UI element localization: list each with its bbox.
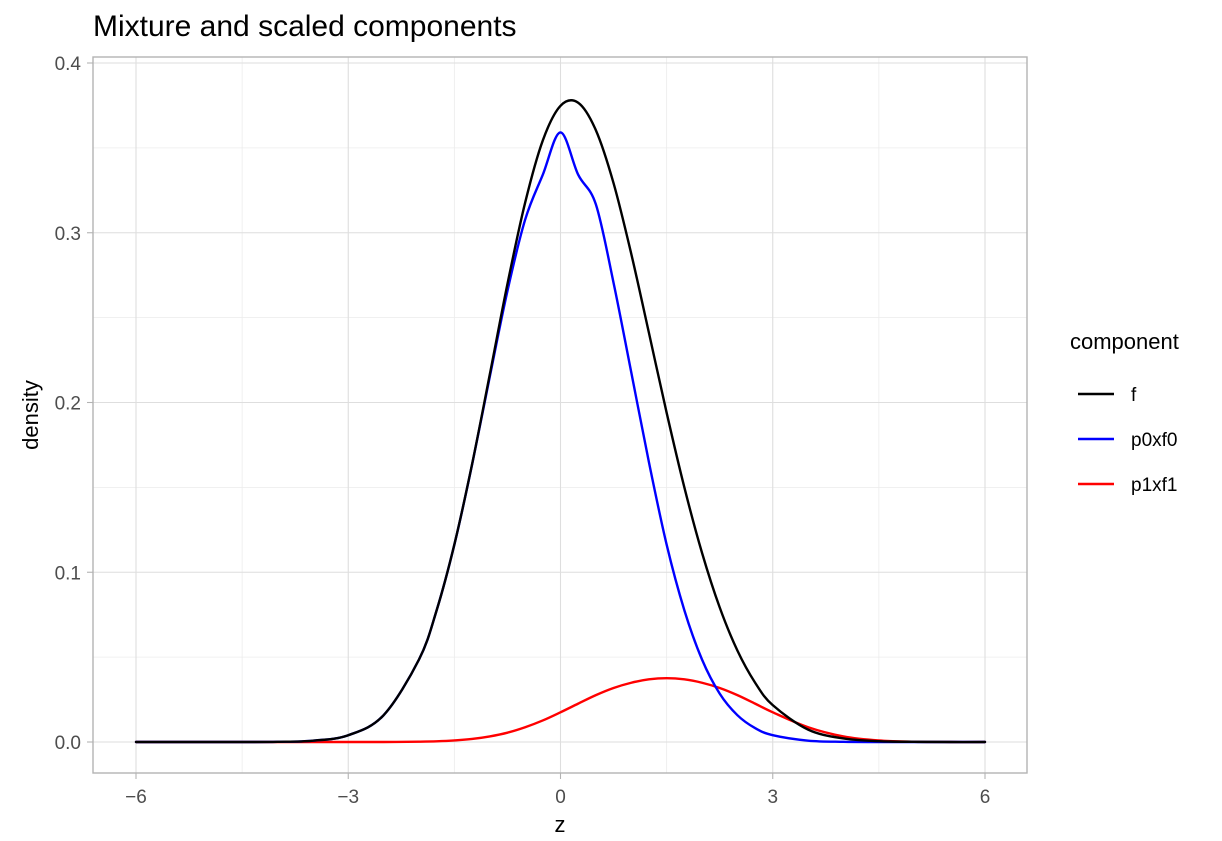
x-tick-label: −6 bbox=[125, 787, 147, 808]
legend-title: component bbox=[1070, 329, 1179, 354]
y-tick-label: 0.4 bbox=[55, 54, 82, 75]
chart-title: Mixture and scaled components bbox=[93, 10, 517, 43]
x-tick-label: 0 bbox=[555, 787, 566, 808]
legend-items: f p0xf0 p1xf1 bbox=[1078, 385, 1177, 496]
series-layer bbox=[134, 99, 987, 744]
x-axis-title: z bbox=[555, 812, 566, 837]
legend-label-f: f bbox=[1131, 385, 1137, 406]
legend-label-p0xf0: p0xf0 bbox=[1131, 430, 1177, 451]
x-tick-label: 6 bbox=[980, 787, 991, 808]
x-axis: −6 −3 0 3 6 bbox=[125, 773, 990, 808]
series-line-f bbox=[134, 99, 987, 744]
x-tick-label: 3 bbox=[767, 787, 778, 808]
y-tick-label: 0.1 bbox=[55, 563, 81, 584]
y-tick-label: 0.2 bbox=[55, 394, 81, 415]
y-axis: 0.0 0.1 0.2 0.3 0.4 bbox=[55, 54, 93, 754]
legend: component f p0xf0 p1xf1 bbox=[1070, 329, 1179, 496]
legend-label-p1xf1: p1xf1 bbox=[1131, 475, 1177, 496]
series-line-p1xf1 bbox=[134, 676, 987, 744]
y-axis-title: density bbox=[18, 380, 43, 450]
y-tick-label: 0.3 bbox=[55, 224, 81, 245]
y-tick-label: 0.0 bbox=[55, 733, 81, 754]
x-tick-label: −3 bbox=[337, 787, 359, 808]
grid-major bbox=[93, 57, 1027, 773]
